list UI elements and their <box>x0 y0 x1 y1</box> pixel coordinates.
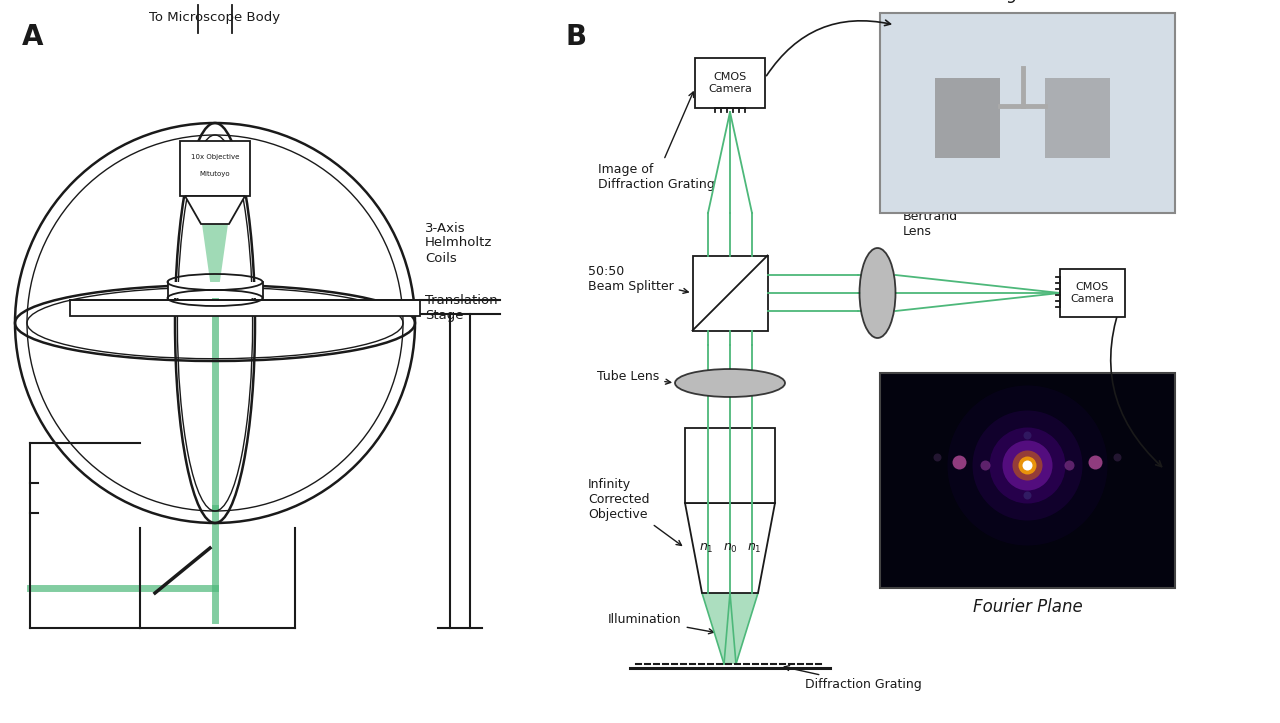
Text: Image of
Diffraction Grating: Image of Diffraction Grating <box>598 92 714 191</box>
Circle shape <box>1023 461 1033 471</box>
Ellipse shape <box>675 369 785 397</box>
Text: 50:50
Beam Splitter: 50:50 Beam Splitter <box>588 265 689 294</box>
Polygon shape <box>685 503 774 593</box>
Text: $n_0$: $n_0$ <box>722 542 737 555</box>
Circle shape <box>1002 440 1052 490</box>
Circle shape <box>952 455 966 469</box>
Circle shape <box>1024 432 1032 440</box>
Text: Tube Lens: Tube Lens <box>596 370 671 384</box>
Circle shape <box>989 427 1065 503</box>
Text: $n_1$: $n_1$ <box>746 542 762 555</box>
Polygon shape <box>701 593 758 664</box>
Bar <box>881 13 1175 213</box>
Bar <box>692 255 768 330</box>
Bar <box>695 58 765 108</box>
Ellipse shape <box>859 248 896 338</box>
Text: Illumination: Illumination <box>608 613 714 634</box>
Bar <box>180 141 250 196</box>
Bar <box>934 78 1000 158</box>
Circle shape <box>1065 461 1074 471</box>
Circle shape <box>1019 456 1037 474</box>
Circle shape <box>973 411 1083 521</box>
Circle shape <box>1088 455 1102 469</box>
Circle shape <box>947 385 1107 545</box>
Text: CMOS
Camera: CMOS Camera <box>1070 282 1115 304</box>
Text: To Microscope Body: To Microscope Body <box>150 11 280 24</box>
Circle shape <box>1114 453 1121 461</box>
Text: Translation
Stage: Translation Stage <box>425 294 498 322</box>
Polygon shape <box>186 196 244 224</box>
Circle shape <box>1024 492 1032 500</box>
Polygon shape <box>202 224 228 288</box>
Text: Diffraction Grating: Diffraction Grating <box>785 666 922 691</box>
Text: 10x Objective: 10x Objective <box>191 155 239 161</box>
Bar <box>168 282 262 298</box>
Bar <box>881 373 1175 588</box>
Circle shape <box>933 453 942 461</box>
Text: B: B <box>564 23 586 51</box>
Bar <box>70 300 420 316</box>
Bar <box>685 428 774 503</box>
Text: Bertrand
Lens: Bertrand Lens <box>902 210 957 238</box>
Bar <box>1044 78 1110 158</box>
Text: Fourier Plane: Fourier Plane <box>973 598 1083 616</box>
Bar <box>1060 269 1125 317</box>
Text: Infinity
Corrected
Objective: Infinity Corrected Objective <box>588 478 681 545</box>
Text: Mitutoyo: Mitutoyo <box>200 171 230 177</box>
Circle shape <box>980 461 991 471</box>
Text: CMOS
Camera: CMOS Camera <box>708 72 751 94</box>
Text: $n_1$: $n_1$ <box>699 542 713 555</box>
Text: Image Plane: Image Plane <box>977 0 1079 3</box>
Circle shape <box>1012 450 1042 481</box>
Text: 3-Axis
Helmholtz
Coils: 3-Axis Helmholtz Coils <box>425 221 493 265</box>
Text: A: A <box>22 23 44 51</box>
